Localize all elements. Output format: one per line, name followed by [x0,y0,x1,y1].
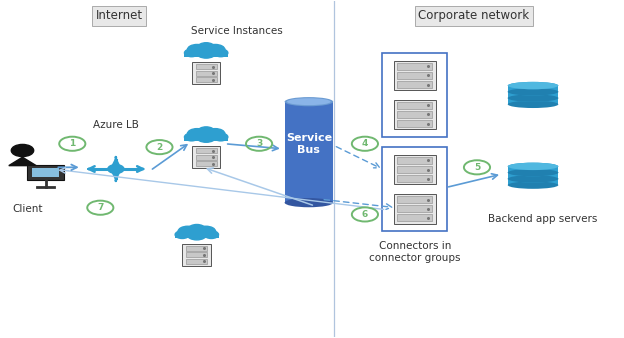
Circle shape [188,224,205,234]
FancyBboxPatch shape [382,147,447,231]
Circle shape [187,129,207,139]
FancyBboxPatch shape [195,148,217,153]
FancyBboxPatch shape [397,63,432,70]
Text: 3: 3 [256,139,262,148]
Ellipse shape [508,169,558,176]
Text: 7: 7 [97,203,104,212]
Circle shape [185,49,198,57]
FancyBboxPatch shape [32,168,59,177]
FancyBboxPatch shape [508,98,558,104]
FancyBboxPatch shape [394,194,436,223]
Text: Service Instances: Service Instances [192,26,283,36]
Text: 2: 2 [157,143,163,152]
Circle shape [185,133,198,141]
Circle shape [196,226,216,237]
Ellipse shape [508,169,558,176]
Circle shape [187,45,207,55]
Ellipse shape [508,82,558,89]
FancyBboxPatch shape [185,52,228,57]
Text: Client: Client [12,204,42,214]
Ellipse shape [508,94,558,102]
FancyBboxPatch shape [508,86,558,92]
FancyBboxPatch shape [394,61,436,90]
Circle shape [205,45,225,55]
Text: Service
Bus: Service Bus [286,133,332,154]
FancyBboxPatch shape [397,196,432,203]
FancyBboxPatch shape [186,259,207,264]
Circle shape [213,133,228,141]
FancyBboxPatch shape [508,166,558,173]
Ellipse shape [508,163,558,170]
FancyBboxPatch shape [186,246,207,251]
FancyBboxPatch shape [508,179,558,185]
FancyBboxPatch shape [397,111,432,118]
Circle shape [108,165,124,173]
FancyBboxPatch shape [192,146,220,168]
FancyBboxPatch shape [175,234,218,239]
FancyBboxPatch shape [397,81,432,88]
FancyBboxPatch shape [195,155,217,160]
Ellipse shape [508,175,558,183]
Ellipse shape [508,175,558,183]
Text: Internet: Internet [95,9,142,22]
Text: Corporate network: Corporate network [418,9,529,22]
FancyBboxPatch shape [285,102,333,203]
FancyBboxPatch shape [397,175,432,182]
Ellipse shape [287,98,331,105]
Text: Backend app servers: Backend app servers [488,214,597,224]
FancyBboxPatch shape [397,215,432,221]
FancyBboxPatch shape [195,77,217,82]
FancyBboxPatch shape [382,53,447,137]
Circle shape [204,231,218,239]
FancyBboxPatch shape [397,166,432,173]
Text: 1: 1 [69,139,76,148]
Text: Azure LB: Azure LB [93,120,139,130]
Circle shape [197,132,216,142]
FancyBboxPatch shape [394,155,436,185]
Circle shape [205,129,225,139]
FancyBboxPatch shape [185,136,228,141]
Ellipse shape [508,82,558,89]
FancyBboxPatch shape [397,205,432,212]
FancyBboxPatch shape [397,72,432,79]
Ellipse shape [285,97,333,106]
Circle shape [11,144,34,156]
Ellipse shape [508,163,558,170]
Circle shape [198,127,215,136]
Ellipse shape [508,88,558,96]
FancyBboxPatch shape [195,161,217,166]
FancyBboxPatch shape [195,64,217,69]
Ellipse shape [285,198,333,207]
Circle shape [178,226,197,237]
Text: 4: 4 [362,139,368,148]
FancyBboxPatch shape [186,252,207,257]
FancyBboxPatch shape [397,102,432,109]
Ellipse shape [508,182,558,189]
Polygon shape [9,157,36,166]
FancyBboxPatch shape [27,165,64,180]
FancyBboxPatch shape [397,120,432,127]
Circle shape [187,230,207,240]
Ellipse shape [508,94,558,102]
FancyBboxPatch shape [508,92,558,98]
Text: 6: 6 [362,210,368,219]
FancyBboxPatch shape [192,62,220,84]
Text: Connectors in
connector groups: Connectors in connector groups [369,241,461,263]
Circle shape [213,49,228,57]
FancyBboxPatch shape [508,173,558,179]
Circle shape [175,231,189,239]
Circle shape [197,48,216,58]
FancyBboxPatch shape [397,157,432,164]
FancyBboxPatch shape [195,71,217,75]
Ellipse shape [508,101,558,108]
FancyBboxPatch shape [394,100,436,129]
Circle shape [198,43,215,52]
Text: 5: 5 [474,163,480,172]
FancyBboxPatch shape [182,244,211,266]
Ellipse shape [508,88,558,96]
